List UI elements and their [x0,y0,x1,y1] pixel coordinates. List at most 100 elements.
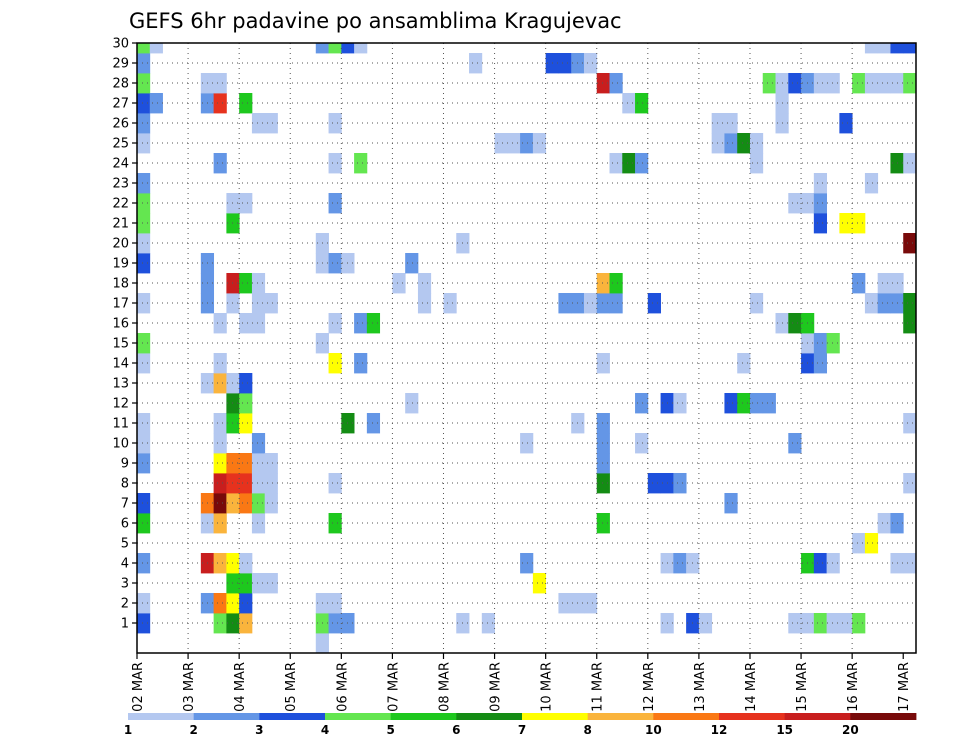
heatmap-cell [532,573,547,594]
heatmap-cell [903,313,917,334]
heatmap-cell [877,273,891,294]
y-tick-label: 15 [112,337,129,352]
heatmap-cell [788,73,802,94]
colorbar-label: 15 [776,723,793,737]
heatmap-cell [341,43,355,54]
heatmap-cell [239,573,253,594]
heatmap-cell [251,313,266,334]
heatmap-cell [213,593,227,614]
heatmap-cell [494,133,508,154]
heatmap-cell [864,73,879,94]
heatmap-cell [392,273,406,294]
heatmap-cell [877,513,891,534]
heatmap-cell [213,373,227,394]
heatmap-cell [749,393,764,414]
heatmap-cell [903,473,917,494]
heatmap-cell [596,353,610,374]
heatmap-cell [903,413,917,434]
y-tick-label: 27 [112,97,129,112]
heatmap-cell [903,153,917,174]
heatmap-cell [903,293,917,314]
heatmap-cell [213,413,227,434]
x-tick-label: 13 MAR [693,662,708,712]
heatmap-cell [137,433,151,454]
heatmap-cell [239,313,253,334]
heatmap-cell [622,153,636,174]
heatmap-cell [481,613,495,634]
chart-title: GEFS 6hr padavine po ansamblima Kragujev… [129,9,622,33]
heatmap-cell [328,313,342,334]
heatmap-cell [596,273,610,294]
y-tick-label: 5 [121,537,129,552]
colorbar-swatch [784,713,851,720]
heatmap-cell [137,173,151,194]
y-axis-ticks: 1234567891011121314151617181920212223242… [112,37,137,632]
heatmap-cell [826,613,840,634]
heatmap-cell [864,43,879,54]
heatmap-cell [137,333,151,354]
y-tick-label: 10 [112,437,129,452]
heatmap-cell [852,533,866,554]
heatmap-cell [213,473,227,494]
heatmap-cell [622,93,636,114]
y-tick-label: 14 [112,357,129,372]
x-tick-label: 16 MAR [846,662,861,712]
heatmap-cell [264,493,278,514]
heatmap-cell [239,373,253,394]
plot-frame [136,42,917,654]
heatmap-cell [864,173,879,194]
heatmap-cell [724,133,738,154]
heatmap-cell [583,53,598,74]
heatmap-cell [852,273,866,294]
heatmap-cell [737,353,751,374]
y-tick-label: 29 [112,57,129,72]
y-tick-label: 13 [112,377,129,392]
y-tick-label: 17 [112,297,129,312]
heatmap-cell [596,473,610,494]
heatmap-cell [813,73,828,94]
colorbar-label: 10 [645,723,662,737]
heatmap-cell [137,413,151,434]
heatmap-cell [264,453,278,474]
heatmap-cell [137,593,151,614]
heatmap-cell [609,273,623,294]
heatmap-cell [137,193,151,214]
heatmap-cell [239,453,253,474]
heatmap-cell [251,473,266,494]
heatmap-cell [328,253,342,274]
colorbar-swatch [456,713,523,720]
heatmap-cell [213,73,227,94]
heatmap-cell [137,513,151,534]
heatmap-cell [239,593,253,614]
x-tick-label: 04 MAR [233,662,248,712]
heatmap-cell [149,43,163,54]
heatmap-cell [596,453,610,474]
heatmap-cell [737,133,751,154]
y-tick-label: 25 [112,137,129,152]
heatmap-cell [864,293,879,314]
x-tick-label: 09 MAR [489,662,504,712]
heatmap-cell [213,553,227,574]
heatmap-cell [596,413,610,434]
x-tick-label: 11 MAR [591,662,606,712]
heatmap-cell [520,433,534,454]
y-tick-label: 8 [121,477,129,492]
heatmap-cell [711,133,725,154]
y-tick-label: 19 [112,257,129,272]
heatmap-cell [532,133,547,154]
colorbar-legend: 1 2 3 4 5 6 7 8 10 12 15 20 [124,713,917,737]
colorbar-label: 6 [452,723,460,737]
heatmap-cell [596,433,610,454]
x-tick-label: 08 MAR [437,662,452,712]
y-tick-label: 9 [121,457,129,472]
y-tick-label: 6 [121,517,129,532]
heatmap-cell [354,353,368,374]
colorbar-swatch [128,713,195,720]
heatmap-cell [813,213,828,234]
heatmap-cell [328,153,342,174]
x-axis-ticks: 02 MAR 03 MAR 04 MAR 05 MAR 06 MAR 07 MAR 08 M… [131,653,912,712]
colorbar-label: 2 [189,723,197,737]
heatmap-cell [137,453,151,474]
heatmap-cell [839,113,853,134]
heatmap-cell [137,213,151,234]
